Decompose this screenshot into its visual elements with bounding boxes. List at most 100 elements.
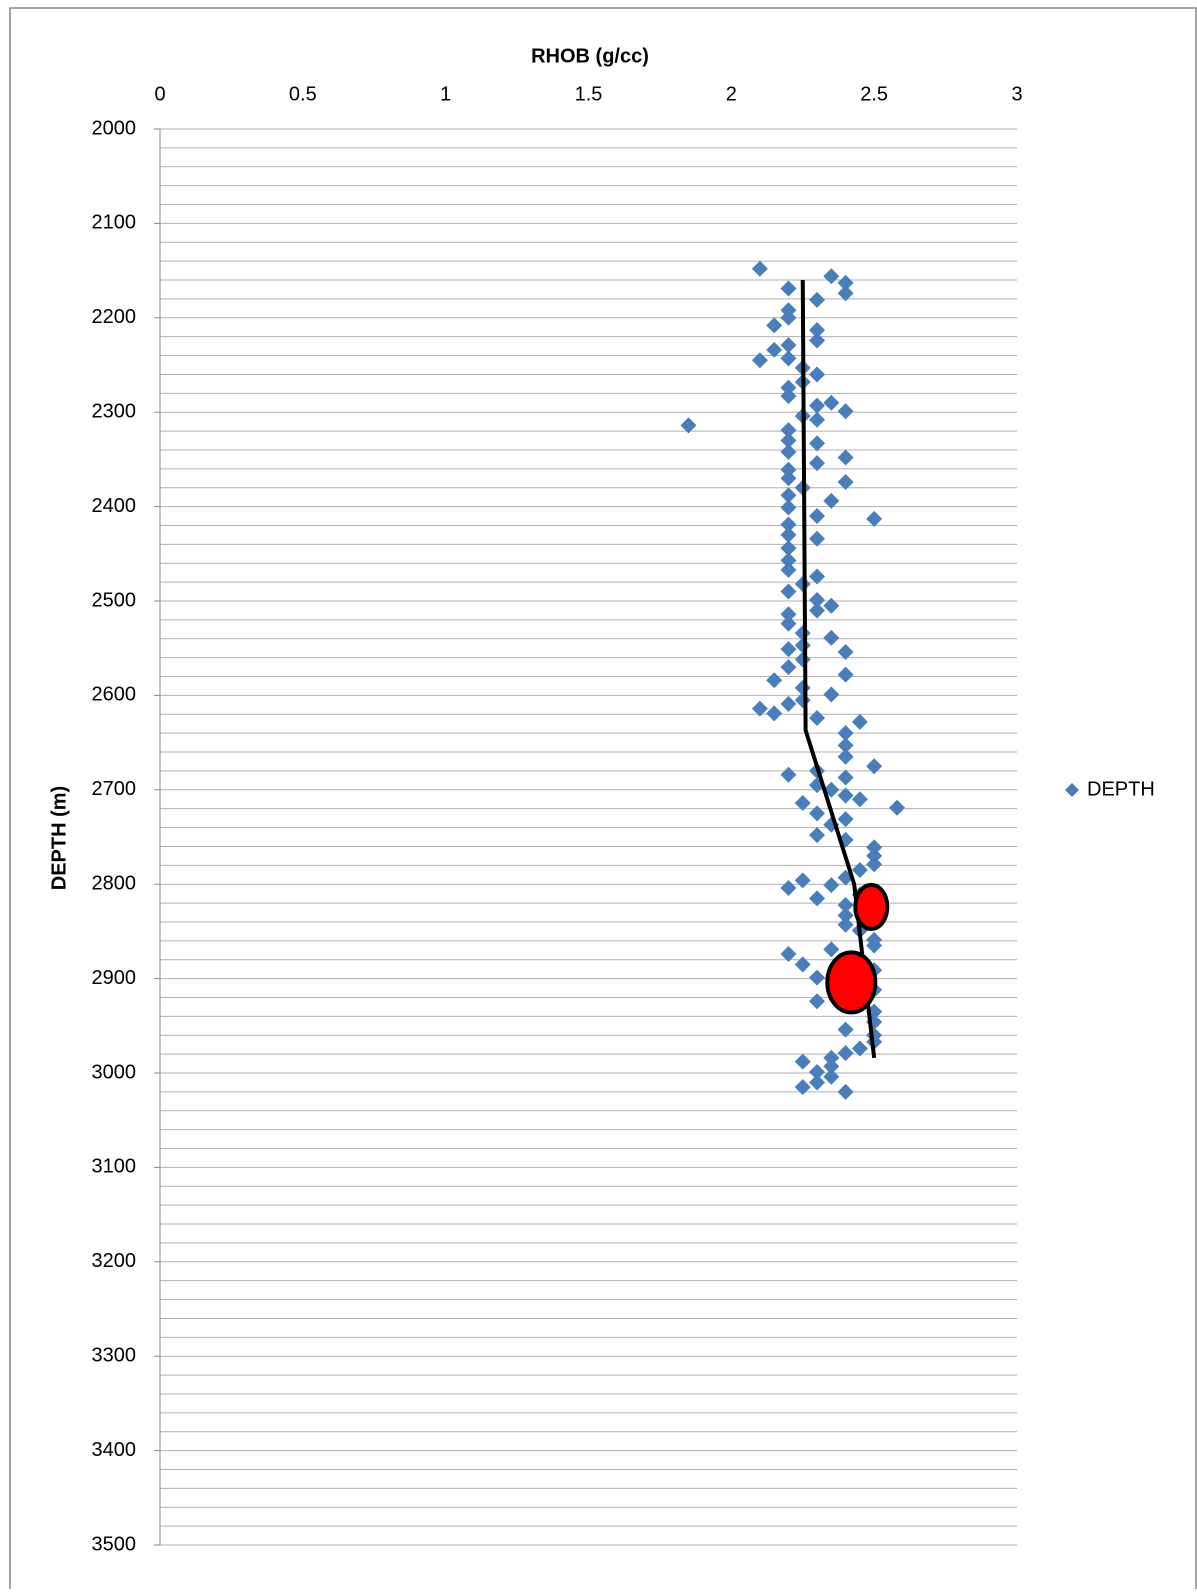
- data-point: [837, 643, 854, 660]
- data-point: [780, 379, 797, 396]
- data-point: [780, 526, 797, 543]
- data-point: [780, 561, 797, 578]
- data-point: [780, 499, 797, 516]
- data-point: [809, 322, 826, 339]
- data-point: [866, 758, 883, 775]
- data-point: [751, 700, 768, 717]
- y-tick-label: 3100: [92, 1156, 137, 1178]
- data-point: [780, 552, 797, 569]
- data-point: [837, 1021, 854, 1038]
- data-point: [780, 443, 797, 460]
- y-tick-label: 3200: [92, 1250, 137, 1272]
- data-point: [780, 695, 797, 712]
- y-tick-label: 2200: [92, 306, 137, 328]
- data-point: [809, 397, 826, 414]
- data-point: [751, 260, 768, 277]
- data-point: [866, 856, 883, 873]
- data-point: [809, 805, 826, 822]
- data-point: [780, 309, 797, 326]
- x-tick-label: 3: [1011, 83, 1022, 105]
- data-point: [809, 455, 826, 472]
- data-point: [837, 449, 854, 466]
- data-point: [823, 492, 840, 509]
- x-axis-title: RHOB (g/cc): [531, 45, 649, 67]
- data-point: [837, 737, 854, 754]
- y-tick-label: 2700: [92, 778, 137, 800]
- data-point: [866, 839, 883, 856]
- data-point: [780, 350, 797, 367]
- data-point: [780, 766, 797, 783]
- data-point: [809, 710, 826, 727]
- y-axis-title: DEPTH (m): [48, 786, 70, 890]
- data-point: [823, 1049, 840, 1066]
- data-point: [780, 615, 797, 632]
- data-point: [780, 540, 797, 557]
- data-point: [823, 394, 840, 411]
- data-point: [837, 666, 854, 683]
- data-point: [809, 993, 826, 1010]
- data-point: [837, 285, 854, 302]
- data-point: [766, 672, 783, 689]
- data-point: [851, 713, 868, 730]
- y-tick-label: 2900: [92, 967, 137, 989]
- x-tick-label: 0.5: [289, 83, 317, 105]
- data-point: [766, 705, 783, 722]
- x-tick-label: 1.5: [575, 83, 603, 105]
- data-point: [809, 1074, 826, 1091]
- y-tick-label: 3300: [92, 1344, 137, 1366]
- data-point: [823, 629, 840, 646]
- data-point: [837, 811, 854, 828]
- data-point: [809, 602, 826, 619]
- data-point: [837, 1083, 854, 1100]
- data-point: [889, 799, 906, 816]
- data-point: [780, 659, 797, 676]
- data-point: [823, 877, 840, 894]
- data-point: [780, 583, 797, 600]
- data-point: [780, 461, 797, 478]
- data-point: [837, 916, 854, 933]
- data-point: [809, 332, 826, 349]
- y-tick-label: 2000: [92, 117, 137, 139]
- x-tick-label: 1: [440, 83, 451, 105]
- data-point: [809, 969, 826, 986]
- y-tick-label: 2100: [92, 212, 137, 234]
- data-point: [823, 268, 840, 285]
- data-point: [794, 1053, 811, 1070]
- y-tick-label: 2300: [92, 400, 137, 422]
- data-point: [809, 366, 826, 383]
- data-point: [851, 1040, 868, 1057]
- chart-frame: [9, 7, 1197, 1594]
- y-tick-label: 2400: [92, 495, 137, 517]
- data-point: [794, 956, 811, 973]
- data-point: [866, 847, 883, 864]
- x-tick-label: 2: [726, 83, 737, 105]
- data-point: [837, 474, 854, 491]
- data-point: [780, 516, 797, 533]
- y-tick-label: 3400: [92, 1439, 137, 1461]
- data-point: [837, 748, 854, 765]
- data-point: [809, 530, 826, 547]
- data-point: [780, 280, 797, 297]
- data-point: [780, 470, 797, 487]
- data-point: [837, 896, 854, 913]
- y-tick-label: 2800: [92, 872, 137, 894]
- data-point: [823, 1068, 840, 1085]
- data-point: [866, 510, 883, 527]
- data-point: [809, 592, 826, 609]
- data-point: [837, 787, 854, 804]
- legend-marker: [1065, 783, 1079, 797]
- data-point: [794, 1079, 811, 1096]
- data-point: [780, 337, 797, 354]
- data-point: [766, 317, 783, 334]
- data-point: [794, 795, 811, 812]
- data-point: [823, 941, 840, 958]
- x-tick-label: 0: [154, 83, 165, 105]
- data-point: [780, 879, 797, 896]
- data-point: [680, 417, 697, 434]
- highlight-marker: [853, 882, 890, 931]
- x-tick-label: 2.5: [860, 83, 888, 105]
- data-point: [837, 274, 854, 291]
- data-point: [837, 725, 854, 742]
